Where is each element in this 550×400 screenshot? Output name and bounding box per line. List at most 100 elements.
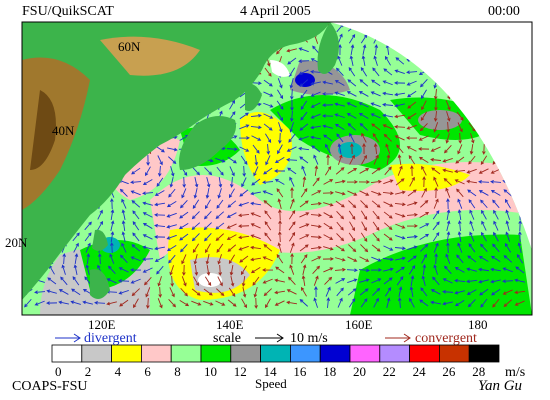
wind-arrow [121, 198, 127, 209]
wind-arrow [457, 144, 463, 155]
wind-arrow [323, 246, 334, 251]
wind-arrow [264, 221, 272, 231]
wind-arrow [168, 188, 176, 198]
wind-arrow [358, 102, 369, 108]
wind-arrow [311, 190, 322, 196]
wind-arrow [310, 224, 322, 229]
wind-arrow [418, 156, 429, 163]
signature: Yan Gu [478, 378, 522, 394]
wind-arrow [82, 300, 93, 305]
wind-arrow [502, 169, 513, 174]
wind-arrow [481, 220, 487, 231]
wind-arrow [250, 191, 261, 196]
wind-arrow [181, 254, 187, 265]
wind-arrow [300, 286, 307, 297]
wind-arrow [407, 101, 417, 109]
wind-arrow [432, 276, 440, 286]
wind-arrow [481, 231, 487, 242]
wind-arrow [71, 288, 81, 296]
wind-arrow [458, 132, 462, 144]
wind-arrow [420, 89, 427, 100]
wind-arrow [288, 209, 296, 220]
wind-arrow [386, 297, 391, 308]
wind-arrow [446, 209, 451, 220]
wind-arrow [346, 268, 358, 273]
wind-arrow [348, 244, 357, 253]
wind-arrow [518, 122, 523, 133]
wind-arrow [395, 212, 406, 218]
wind-arrow [238, 213, 250, 218]
wind-arrow [46, 301, 58, 305]
wind-arrow [288, 133, 296, 143]
wind-arrow [395, 235, 406, 240]
wind-arrow [492, 155, 500, 165]
wind-arrow [142, 234, 153, 240]
wind-arrow [503, 189, 513, 197]
wind-arrow [468, 78, 476, 88]
colorbar: 0 2 4 6 8 10 12 14 16 18 20 22 24 26 28 [51, 344, 500, 379]
colorbar-swatch [289, 344, 321, 363]
wind-arrow [410, 165, 414, 177]
wind-arrow [433, 176, 439, 187]
wind-arrow [274, 290, 286, 295]
wind-arrow [506, 55, 510, 67]
wind-arrow [407, 245, 418, 250]
wind-arrow [407, 201, 418, 206]
wind-arrow [118, 279, 130, 283]
wind-arrow [503, 255, 513, 263]
wind-arrow [191, 233, 200, 242]
wind-arrow [490, 279, 501, 284]
wind-arrow [251, 178, 261, 186]
wind-arrow [370, 102, 381, 108]
wind-arrow [419, 35, 429, 43]
wind-arrow [434, 99, 438, 111]
wind-arrow [347, 190, 358, 196]
wind-arrow [335, 67, 344, 76]
wind-arrow [229, 99, 235, 110]
wind-arrow [322, 103, 334, 107]
wind-arrow [263, 244, 273, 252]
wind-arrow [250, 125, 262, 130]
wind-arrow [326, 297, 331, 309]
wind-arrow [287, 276, 296, 285]
colorbar-swatch [170, 344, 202, 363]
wind-arrow [350, 143, 354, 155]
wind-arrow [445, 133, 450, 144]
wind-arrow [492, 34, 500, 44]
wind-arrow [181, 188, 187, 199]
wind-arrow [142, 212, 153, 218]
wind-arrow [406, 112, 417, 120]
wind-arrow [60, 276, 68, 286]
wind-arrow [372, 287, 381, 296]
wind-arrow [457, 220, 462, 232]
wind-arrow [264, 67, 272, 77]
wind-arrow [204, 199, 211, 210]
wind-arrow [394, 92, 406, 97]
wind-arrow [263, 79, 273, 87]
wind-arrow [110, 209, 115, 221]
wind-arrow [394, 81, 406, 85]
wind-arrow [203, 300, 214, 306]
wind-arrow [299, 223, 310, 229]
wind-arrow [121, 242, 127, 253]
colorbar-label: Speed [255, 376, 287, 391]
wind-arrow [350, 44, 355, 56]
wind-arrow [335, 167, 345, 175]
wind-arrow [457, 56, 462, 67]
wind-arrow [218, 176, 223, 188]
wind-arrow [490, 189, 501, 196]
wind-arrow [518, 220, 522, 232]
wind-arrow [395, 178, 405, 186]
wind-arrow [481, 209, 487, 220]
wind-arrow [478, 190, 489, 196]
wind-arrow [394, 135, 405, 141]
wind-arrow [456, 45, 464, 55]
wind-arrow [289, 231, 296, 242]
wind-arrow [433, 122, 439, 133]
wind-arrow [503, 156, 512, 165]
wind-arrow [132, 232, 140, 242]
wind-arrow [323, 179, 334, 185]
wind-arrow [229, 176, 234, 188]
wind-arrow [347, 123, 357, 131]
wind-arrow [504, 198, 511, 209]
